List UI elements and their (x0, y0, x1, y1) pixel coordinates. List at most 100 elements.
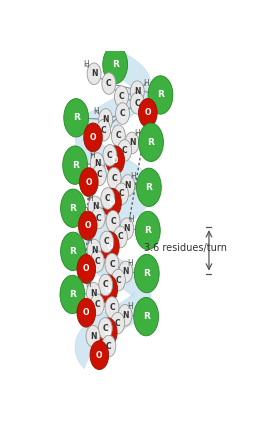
Circle shape (137, 168, 161, 206)
Circle shape (105, 253, 119, 275)
Text: H: H (130, 172, 136, 181)
Circle shape (90, 251, 104, 272)
Circle shape (92, 164, 106, 186)
Text: C: C (118, 232, 123, 242)
Text: C: C (119, 190, 124, 198)
Circle shape (99, 275, 118, 304)
Polygon shape (77, 168, 151, 246)
Text: R: R (143, 312, 150, 321)
Text: O: O (83, 308, 89, 317)
Circle shape (90, 294, 104, 316)
Text: C: C (95, 214, 101, 223)
Circle shape (84, 123, 102, 152)
Text: 3.6 residues/turn: 3.6 residues/turn (144, 243, 227, 254)
Text: N: N (123, 224, 130, 233)
Text: N: N (90, 332, 96, 341)
Circle shape (113, 226, 127, 248)
Circle shape (111, 269, 125, 291)
Text: H: H (143, 79, 149, 88)
Text: O: O (83, 265, 89, 273)
Text: N: N (134, 87, 141, 96)
Text: C: C (103, 280, 109, 290)
Circle shape (88, 196, 102, 218)
Text: C: C (104, 237, 110, 246)
Circle shape (86, 326, 100, 347)
Text: N: N (125, 181, 131, 190)
Circle shape (63, 146, 88, 184)
Circle shape (77, 298, 95, 327)
Circle shape (64, 99, 89, 137)
Text: R: R (70, 247, 76, 256)
Text: O: O (109, 198, 115, 207)
Text: R: R (72, 161, 79, 170)
Text: O: O (90, 133, 96, 142)
Polygon shape (75, 232, 151, 306)
Circle shape (87, 63, 101, 84)
Circle shape (97, 120, 110, 141)
Circle shape (118, 304, 132, 326)
Text: C: C (119, 92, 124, 101)
Circle shape (106, 210, 120, 232)
Text: N: N (129, 139, 135, 148)
Circle shape (119, 261, 133, 283)
Text: C: C (105, 194, 111, 203)
Text: R: R (147, 138, 154, 147)
Circle shape (86, 282, 100, 304)
Text: N: N (122, 268, 129, 276)
Circle shape (111, 312, 125, 334)
Text: N: N (122, 311, 128, 320)
Circle shape (90, 153, 104, 174)
Text: C: C (110, 217, 116, 226)
Circle shape (90, 341, 109, 370)
Text: C: C (106, 79, 112, 88)
Circle shape (125, 132, 139, 154)
Text: N: N (91, 69, 97, 78)
Text: H: H (86, 237, 92, 246)
Text: R: R (69, 290, 76, 299)
Text: N: N (103, 115, 109, 124)
Circle shape (130, 81, 144, 103)
Circle shape (121, 175, 135, 196)
Circle shape (101, 188, 115, 209)
Text: R: R (144, 226, 151, 235)
Text: C: C (111, 174, 117, 183)
Circle shape (99, 274, 113, 296)
Circle shape (91, 207, 105, 229)
Text: N: N (90, 289, 97, 298)
Circle shape (101, 232, 119, 260)
Text: H: H (128, 215, 134, 224)
Text: O: O (105, 285, 112, 294)
Circle shape (130, 92, 144, 114)
Text: H: H (134, 128, 140, 138)
Text: O: O (86, 178, 92, 187)
Text: C: C (134, 99, 140, 108)
Text: R: R (73, 113, 80, 122)
Text: C: C (109, 259, 115, 268)
Text: C: C (101, 126, 106, 135)
Text: H: H (128, 259, 134, 268)
Circle shape (118, 139, 132, 161)
Circle shape (134, 297, 159, 336)
Text: H: H (93, 107, 99, 116)
Circle shape (98, 318, 117, 347)
Circle shape (77, 254, 95, 283)
Circle shape (87, 239, 101, 261)
Text: C: C (94, 300, 100, 310)
Text: N: N (94, 159, 100, 168)
Circle shape (79, 168, 98, 197)
Circle shape (106, 146, 125, 175)
Text: H: H (85, 280, 91, 290)
Circle shape (103, 188, 121, 217)
Text: O: O (104, 328, 111, 337)
Text: N: N (92, 202, 98, 212)
Polygon shape (75, 292, 149, 369)
Circle shape (138, 98, 157, 127)
Circle shape (115, 183, 128, 205)
Circle shape (107, 167, 121, 189)
Circle shape (98, 318, 112, 339)
Circle shape (78, 211, 97, 240)
Circle shape (111, 125, 125, 147)
Text: R: R (146, 183, 152, 192)
Text: O: O (107, 242, 113, 251)
Text: C: C (107, 151, 113, 160)
